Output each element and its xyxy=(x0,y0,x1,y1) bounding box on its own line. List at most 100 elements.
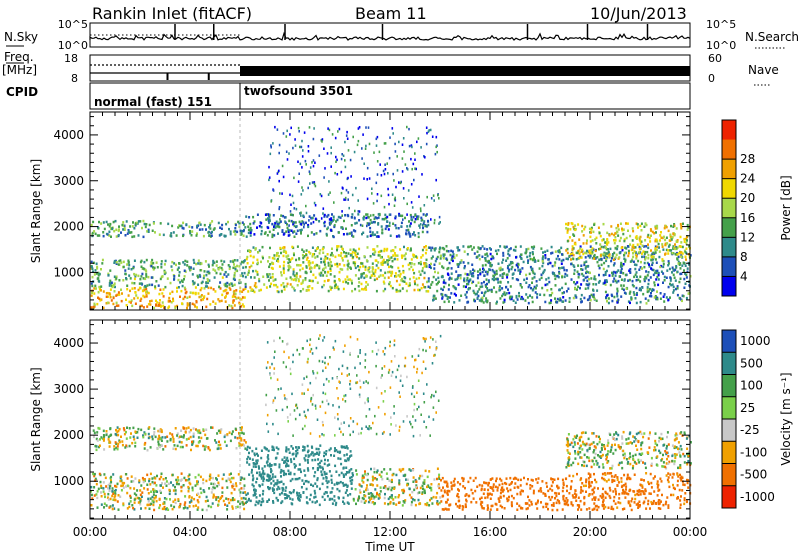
echo-cell xyxy=(541,264,544,268)
echo-cell xyxy=(347,457,350,460)
echo-cell xyxy=(464,486,466,490)
echo-cell xyxy=(243,271,246,275)
echo-cell xyxy=(410,248,412,252)
echo-cell xyxy=(565,269,568,272)
echo-cell xyxy=(208,265,210,268)
echo-cell xyxy=(576,281,579,284)
echo-cell xyxy=(287,234,290,237)
echo-cell xyxy=(526,255,529,259)
echo-cell xyxy=(143,222,146,226)
echo-cell xyxy=(126,484,129,487)
echo-cell xyxy=(637,278,640,282)
echo-cell xyxy=(372,248,375,251)
echo-cell xyxy=(471,281,473,285)
echo-cell xyxy=(157,303,160,307)
echo-cell xyxy=(491,255,494,258)
echo-cell xyxy=(205,282,208,285)
echo-cell xyxy=(399,248,402,251)
echo-cell xyxy=(467,494,470,498)
echo-cell xyxy=(538,278,541,281)
echo-cell xyxy=(492,489,495,492)
echo-cell xyxy=(145,293,148,297)
echo-cell xyxy=(483,294,486,297)
echo-cell xyxy=(262,500,265,503)
echo-cell xyxy=(286,456,289,460)
echo-cell xyxy=(435,257,438,261)
echo-cell xyxy=(288,152,290,155)
echo-cell xyxy=(399,214,402,217)
echo-cell xyxy=(140,265,143,268)
echo-cell xyxy=(269,276,272,279)
echo-cell xyxy=(212,228,215,231)
echo-cell xyxy=(373,248,376,251)
echo-cell xyxy=(271,445,274,448)
echo-cell xyxy=(117,508,120,511)
echo-cell xyxy=(418,224,421,227)
echo-cell xyxy=(231,306,234,310)
echo-cell xyxy=(241,272,244,275)
echo-cell xyxy=(638,236,641,240)
echo-cell xyxy=(174,498,177,501)
echo-cell xyxy=(314,458,317,462)
echo-cell xyxy=(280,480,283,483)
echo-cell xyxy=(421,491,424,494)
echo-cell xyxy=(638,247,641,251)
echo-cell xyxy=(160,305,162,308)
echo-cell xyxy=(124,269,127,272)
echo-cell xyxy=(611,274,614,277)
echo-cell xyxy=(598,247,600,251)
echo-cell xyxy=(383,249,386,253)
echo-cell xyxy=(156,490,159,493)
echo-cell xyxy=(269,219,271,223)
echo-cell xyxy=(270,282,273,286)
echo-cell xyxy=(394,496,397,499)
echo-cell xyxy=(643,225,646,228)
echo-cell xyxy=(688,245,691,248)
echo-cell xyxy=(372,202,375,205)
echo-cell xyxy=(201,280,204,284)
echo-cell xyxy=(274,475,277,478)
echo-cell xyxy=(336,173,339,176)
echo-cell xyxy=(186,296,189,299)
echo-cell xyxy=(292,231,294,234)
echo-cell xyxy=(471,248,474,251)
echo-cell xyxy=(207,504,210,508)
echo-cell xyxy=(635,263,638,267)
echo-cell xyxy=(155,484,158,487)
echo-cell xyxy=(347,149,350,152)
echo-cell xyxy=(413,271,416,275)
echo-cell xyxy=(229,439,232,443)
echo-cell xyxy=(323,215,326,218)
station-title: Rankin Inlet (fitACF) xyxy=(92,4,252,23)
echo-cell xyxy=(151,435,154,438)
echo-cell xyxy=(479,285,482,289)
echo-cell xyxy=(566,239,569,243)
echo-cell xyxy=(484,257,487,260)
echo-cell xyxy=(270,200,272,203)
echo-cell xyxy=(332,215,335,218)
echo-cell xyxy=(498,289,501,292)
echo-cell xyxy=(205,495,208,499)
echo-cell xyxy=(532,271,535,275)
echo-cell xyxy=(395,288,398,292)
echo-cell xyxy=(490,263,493,267)
echo-cell xyxy=(402,137,405,140)
echo-cell xyxy=(392,172,394,176)
echo-cell xyxy=(217,474,220,477)
echo-cell xyxy=(216,484,219,488)
echo-cell xyxy=(584,256,587,259)
echo-cell xyxy=(390,488,393,492)
echo-cell xyxy=(123,432,126,436)
echo-cell xyxy=(268,216,271,219)
echo-cell xyxy=(317,458,320,461)
echo-cell xyxy=(430,483,433,486)
echo-cell xyxy=(544,254,547,257)
echo-cell xyxy=(154,477,157,480)
echo-cell xyxy=(247,228,250,231)
echo-cell xyxy=(170,301,173,304)
echo-cell xyxy=(423,271,426,275)
echo-cell xyxy=(574,243,577,246)
echo-cell xyxy=(162,295,165,298)
echo-cell xyxy=(227,477,230,480)
echo-cell xyxy=(238,441,241,445)
